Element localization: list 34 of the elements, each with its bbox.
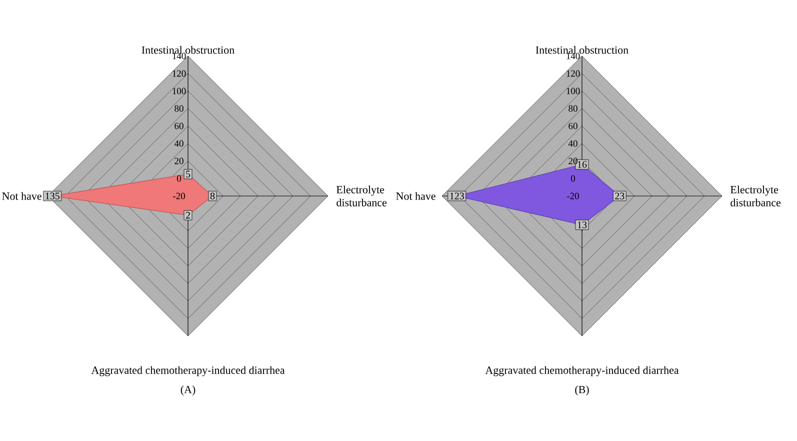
y-tick-label: 60 <box>174 122 184 130</box>
text: (A) <box>180 386 196 396</box>
y-tick-label: 40 <box>174 140 184 147</box>
data-label: 16 <box>578 161 587 168</box>
spoke-label: Intestinal obstruction <box>142 46 234 54</box>
y-tick-label: 0 <box>176 175 182 182</box>
y-tick-label: 40 <box>568 140 578 147</box>
spoke-label: Electrolyte disturbance <box>730 186 781 206</box>
y-tick-label: 20 <box>174 158 184 164</box>
y-tick-label: 0 <box>570 175 576 182</box>
y-tick-label: 120 <box>172 70 186 77</box>
y-tick-label: 100 <box>172 88 186 94</box>
y-tick-label: 120 <box>566 70 580 77</box>
spoke-label: Intestinal obstruction <box>536 46 628 54</box>
y-tick-label: 140 <box>566 52 580 60</box>
data-label: 5 <box>186 170 190 178</box>
spoke-label: Aggravated chemotherapy-induced diarrhea <box>485 366 679 376</box>
spoke-label: Aggravated chemotherapy-induced diarrhea <box>91 366 285 376</box>
spoke-label: Electrolyte disturbance <box>336 186 387 206</box>
y-tick-label: 100 <box>566 88 580 94</box>
data-label: 23 <box>615 192 624 200</box>
y-tick-label: 140 <box>172 52 186 60</box>
data-label: 8 <box>210 192 215 200</box>
y-tick-label: 80 <box>174 105 184 112</box>
spoke-label: Not have <box>2 192 42 200</box>
data-label: 13 <box>578 222 587 228</box>
data-label: 2 <box>186 212 190 219</box>
y-tick-label: 20 <box>568 158 578 164</box>
y-tick-label: 80 <box>568 105 578 112</box>
text: (B) <box>575 386 589 396</box>
y-tick-label: -20 <box>173 192 185 200</box>
y-tick-label: 60 <box>568 122 578 130</box>
spoke-label: Not have <box>396 192 436 200</box>
y-tick-label: -20 <box>567 192 579 200</box>
